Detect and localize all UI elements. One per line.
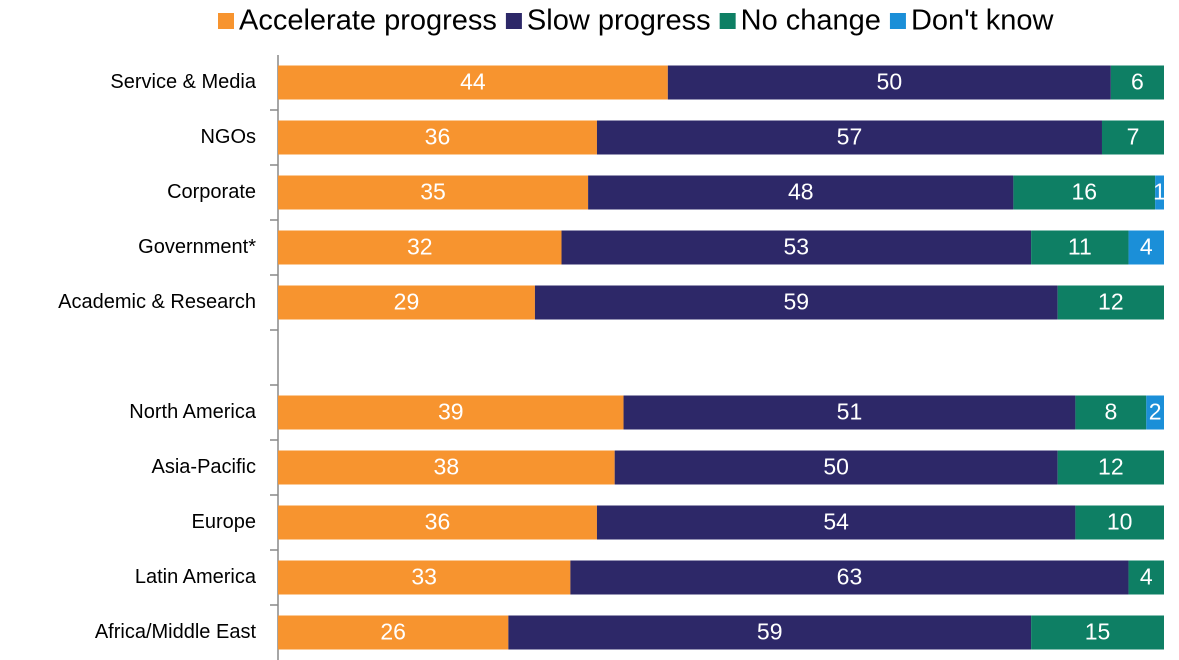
value-label: 36 (425, 124, 451, 150)
category-label: Corporate (167, 181, 256, 203)
value-label: 6 (1131, 69, 1144, 95)
value-label: 26 (380, 619, 406, 645)
value-label: 59 (784, 289, 810, 315)
value-label: 53 (784, 234, 810, 260)
bar-segment (278, 450, 615, 485)
value-label: 36 (425, 509, 451, 535)
bar-segment (561, 230, 1032, 265)
legend-label: No change (741, 5, 881, 37)
bar-segment (596, 505, 1076, 540)
bar-segment (667, 65, 1111, 100)
value-label: 50 (877, 69, 903, 95)
bar-segment (278, 395, 624, 430)
bar-segment (1031, 230, 1129, 265)
bar-segment (1128, 230, 1164, 265)
bar-segment (596, 120, 1102, 155)
value-label: 59 (757, 619, 783, 645)
value-label: 7 (1127, 124, 1140, 150)
value-label: 38 (434, 454, 460, 480)
bar-segment (278, 560, 571, 595)
category-label: Service & Media (110, 71, 256, 93)
bar-segment (278, 230, 562, 265)
bar-segment (1031, 615, 1164, 650)
bar-segment (1128, 560, 1164, 595)
legend-swatch (218, 13, 234, 29)
value-label: 4 (1140, 234, 1153, 260)
bar-segment (278, 175, 589, 210)
value-label: 63 (837, 564, 863, 590)
category-label: Government* (138, 236, 256, 258)
bar-segment (1013, 175, 1156, 210)
legend-swatch (505, 13, 522, 29)
value-label: 35 (420, 179, 446, 205)
bar-segment (1075, 505, 1164, 540)
legend-label: Don't know (911, 5, 1055, 37)
legend-swatch (719, 13, 736, 29)
bar-segment (278, 615, 509, 650)
category-label: Latin America (135, 566, 257, 588)
bar-segment (588, 175, 1014, 210)
value-label: 12 (1098, 454, 1124, 480)
value-label: 11 (1068, 234, 1092, 260)
category-label: Africa/Middle East (95, 621, 257, 643)
category-label: Europe (192, 511, 257, 533)
value-label: 32 (407, 234, 433, 260)
legend-swatch (889, 13, 906, 29)
bar-segment (1057, 450, 1164, 485)
legend-label: Slow progress (527, 5, 711, 37)
value-label: 50 (823, 454, 849, 480)
bar-segment (278, 65, 668, 100)
value-label: 57 (837, 124, 863, 150)
value-label: 2 (1149, 399, 1162, 425)
bar-segment (614, 450, 1058, 485)
value-label: 16 (1071, 179, 1097, 205)
category-label: Academic & Research (58, 291, 256, 313)
value-label: 44 (460, 69, 486, 95)
value-label: 12 (1098, 289, 1124, 315)
bar-segment (570, 560, 1129, 595)
value-label: 29 (394, 289, 420, 315)
value-label: 15 (1085, 619, 1111, 645)
value-label: 1 (1153, 179, 1166, 205)
value-label: 10 (1107, 509, 1133, 535)
category-label: Asia-Pacific (152, 456, 256, 478)
value-label: 48 (788, 179, 814, 205)
value-label: 4 (1140, 564, 1153, 590)
value-label: 39 (438, 399, 464, 425)
bar-segment (278, 285, 535, 320)
bar-segment (1155, 175, 1164, 210)
value-label: 8 (1104, 399, 1117, 425)
bar-segment (1146, 395, 1164, 430)
value-label: 33 (411, 564, 437, 590)
bar-segment (278, 120, 597, 155)
bar-segment (1110, 65, 1164, 100)
bar-segment (1075, 395, 1147, 430)
bar-segment (278, 505, 597, 540)
bar-segment (534, 285, 1058, 320)
bar-segment (1057, 285, 1164, 320)
value-label: 51 (837, 399, 863, 425)
category-label: NGOs (200, 126, 256, 148)
bar-segment (508, 615, 1032, 650)
legend-label: Accelerate progress (239, 5, 497, 37)
category-label: North America (129, 401, 257, 423)
value-label: 54 (823, 509, 849, 535)
bar-segment (1101, 120, 1164, 155)
bar-segment (623, 395, 1076, 430)
